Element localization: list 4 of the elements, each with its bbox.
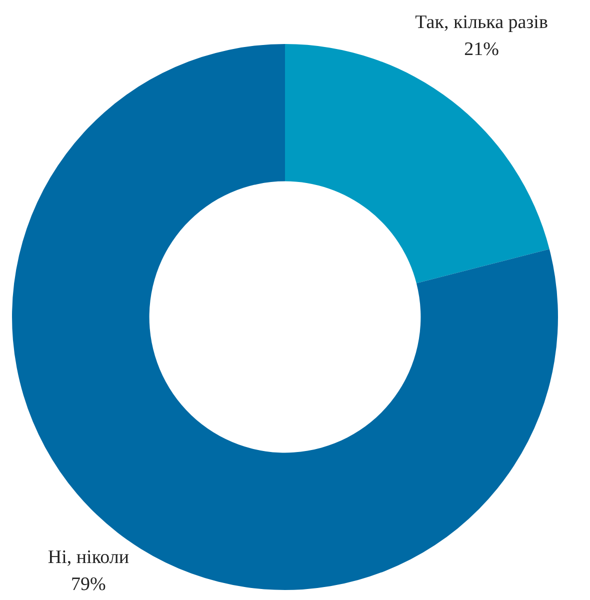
data-label: 21% xyxy=(464,38,500,60)
slice-label: Так, кілька разів xyxy=(415,12,548,33)
data-label: 79% xyxy=(71,574,106,595)
slice-label: Ні, ніколи xyxy=(48,546,130,568)
